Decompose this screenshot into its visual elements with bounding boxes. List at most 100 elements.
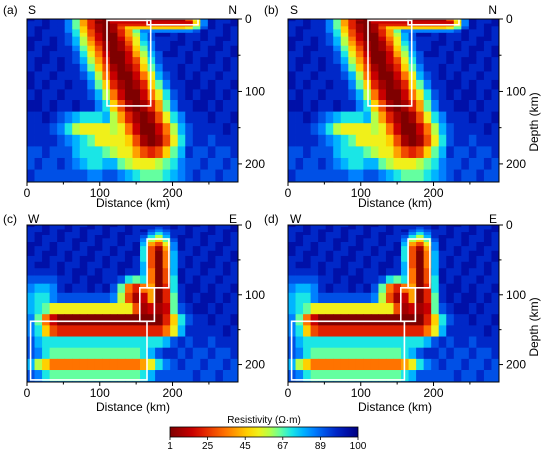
heatmap-cell — [147, 246, 156, 252]
heatmap-cell — [177, 347, 186, 360]
heatmap-cell — [423, 255, 432, 263]
heatmap-cell — [333, 358, 342, 371]
heatmap-cell — [87, 241, 96, 247]
heatmap-cell — [483, 241, 492, 247]
heatmap-cell — [310, 347, 319, 360]
heatmap-cell — [72, 238, 81, 243]
heatmap-cell — [370, 268, 379, 276]
heatmap-cell — [222, 134, 231, 147]
heatmap-cell — [483, 370, 492, 382]
heatmap-cell — [215, 336, 224, 349]
heatmap-cell — [222, 255, 231, 263]
heatmap-cell — [325, 261, 334, 269]
heatmap-cell — [423, 347, 432, 360]
heatmap-cell — [87, 57, 96, 65]
heatmap-cell — [124, 23, 133, 27]
heatmap-cell — [468, 238, 477, 243]
heatmap-cell — [453, 146, 462, 159]
heatmap-cell — [355, 255, 364, 263]
heatmap-cell — [385, 275, 394, 285]
heatmap-cell — [348, 225, 357, 228]
heatmap-cell — [147, 169, 156, 182]
heatmap-cell — [393, 241, 402, 247]
heatmap-cell — [310, 71, 319, 81]
heatmap-cell — [303, 89, 312, 101]
heatmap-cell — [431, 36, 440, 42]
heatmap-cell — [295, 283, 304, 294]
heatmap-cell — [215, 246, 224, 252]
heatmap-cell — [72, 100, 81, 113]
heatmap-cell — [170, 283, 179, 294]
y-tick-label: 200 — [506, 157, 526, 171]
heatmap-cell — [185, 169, 194, 182]
heatmap-cell — [102, 146, 111, 159]
heatmap-cell — [109, 111, 118, 124]
heatmap-cell — [117, 303, 126, 315]
heatmap-cell — [453, 21, 462, 24]
heatmap-cell — [109, 336, 118, 349]
heatmap-cell — [215, 57, 224, 65]
heatmap-cell — [303, 45, 312, 52]
x-tick-label: 200 — [163, 186, 183, 200]
heatmap-cell — [79, 26, 88, 30]
heatmap-cell — [333, 227, 342, 230]
heatmap-cell — [185, 111, 194, 124]
heatmap-cell — [124, 227, 133, 230]
heatmap-cell — [72, 63, 81, 72]
heatmap-cell — [393, 336, 402, 349]
panel-d-xlabel: Distance (km) — [358, 400, 432, 414]
heatmap-cell — [401, 227, 409, 230]
heatmap-cell — [378, 26, 387, 30]
heatmap-cell — [393, 169, 402, 182]
heatmap-cell — [170, 314, 179, 326]
heatmap-cell — [140, 146, 148, 159]
heatmap-cell — [446, 241, 455, 247]
heatmap-cell — [64, 157, 73, 170]
heatmap-cell — [177, 79, 186, 90]
heatmap-cell — [222, 63, 231, 72]
y-tick-label: 200 — [245, 157, 265, 171]
heatmap-cell — [325, 71, 334, 81]
heatmap-cell — [109, 255, 118, 263]
heatmap-cell — [222, 29, 231, 34]
heatmap-cell — [461, 71, 470, 81]
colorbar-label: Resistivity (Ω·m) — [227, 415, 301, 426]
heatmap-cell — [87, 292, 96, 304]
heatmap-cell — [446, 261, 455, 269]
heatmap-cell — [340, 32, 349, 38]
heatmap-cell — [230, 232, 239, 236]
heatmap-cell — [230, 23, 239, 27]
heatmap-cell — [295, 169, 304, 182]
heatmap-cell — [102, 232, 111, 236]
heatmap-cell — [185, 336, 194, 349]
heatmap-cell — [401, 23, 409, 27]
heatmap-cell — [132, 261, 141, 269]
heatmap-cell — [102, 255, 111, 263]
heatmap-cell — [155, 169, 164, 182]
heatmap-cell — [438, 336, 447, 349]
heatmap-cell — [27, 89, 35, 101]
heatmap-cell — [310, 26, 319, 30]
heatmap-cell — [295, 238, 304, 243]
heatmap-cell — [87, 29, 96, 34]
heatmap-cell — [162, 71, 171, 81]
heatmap-cell — [378, 123, 387, 136]
heatmap-cell — [192, 347, 201, 360]
heatmap-cell — [295, 261, 304, 269]
colorbar-tick-label: 67 — [277, 441, 289, 452]
heatmap-cell — [140, 79, 148, 90]
heatmap-cell — [200, 19, 209, 22]
heatmap-cell — [401, 36, 409, 42]
heatmap-cell — [295, 336, 304, 349]
heatmap-cell — [453, 261, 462, 269]
heatmap-cell — [192, 261, 201, 269]
heatmap-cell — [340, 336, 349, 349]
x-tick-label: 100 — [90, 386, 110, 400]
heatmap-cell — [378, 227, 387, 230]
heatmap-cell — [215, 79, 224, 90]
heatmap-cell — [363, 246, 372, 252]
heatmap-cell — [303, 63, 312, 72]
heatmap-cell — [102, 250, 111, 257]
heatmap-cell — [438, 303, 447, 315]
heatmap-cell — [117, 250, 126, 257]
